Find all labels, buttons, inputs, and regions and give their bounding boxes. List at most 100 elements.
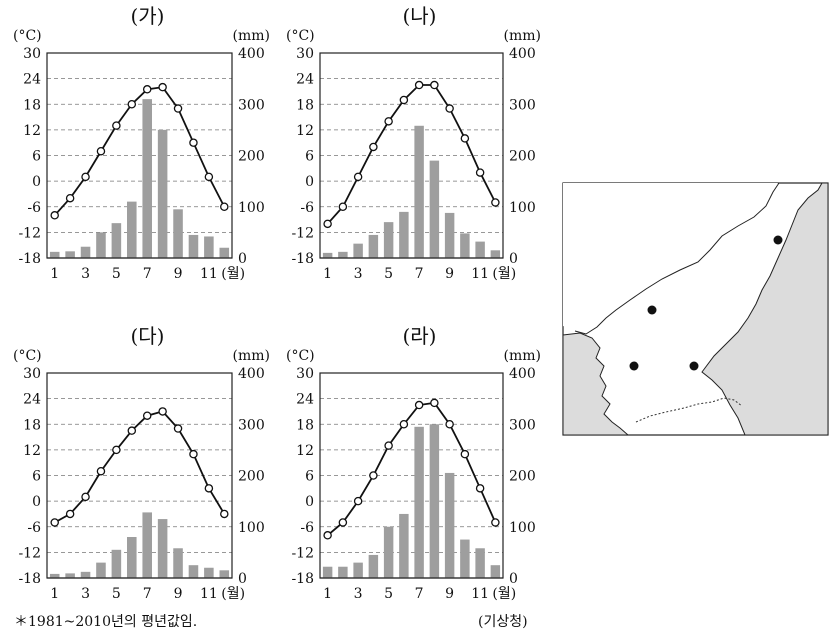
precip-bar bbox=[49, 251, 60, 258]
temp-tick-label: 6 bbox=[32, 469, 41, 485]
precip-bar bbox=[444, 472, 455, 578]
precip-bar bbox=[96, 232, 106, 258]
temp-tick-label: 24 bbox=[23, 392, 41, 408]
precip-bar bbox=[188, 234, 199, 258]
climate-chart-4: (라)(°C) (mm)3024181260-6-12-1840030020010… bbox=[286, 324, 541, 602]
temp-tick-label: 30 bbox=[296, 366, 314, 382]
precip-bar bbox=[111, 223, 122, 258]
temp-tick-label: 24 bbox=[296, 72, 314, 88]
precip-bar bbox=[65, 573, 75, 578]
month-tick-label: 11 bbox=[200, 586, 218, 602]
precip-bar bbox=[80, 571, 91, 578]
temp-point bbox=[96, 146, 106, 156]
temp-tick-label: 12 bbox=[23, 443, 41, 459]
temp-point bbox=[112, 121, 121, 130]
precip-tick-label: 0 bbox=[238, 251, 247, 267]
precip-bar bbox=[49, 573, 60, 578]
temp-unit-label: (°C) bbox=[13, 348, 42, 364]
temp-point bbox=[50, 518, 59, 527]
precip-tick-label: 0 bbox=[509, 251, 518, 267]
temp-tick-label: 18 bbox=[296, 417, 314, 433]
temp-tick-label: 6 bbox=[32, 149, 41, 165]
precip-bar bbox=[157, 519, 168, 578]
climate-chart-1: (가)(°C) (mm)3024181260-6-12-1840030020010… bbox=[13, 4, 270, 282]
climate-chart-3: (다)(°C) (mm)3024181260-6-12-1840030020010… bbox=[13, 324, 270, 602]
month-unit-label: (월) bbox=[221, 586, 245, 602]
temp-point bbox=[399, 95, 409, 105]
month-tick-label: 5 bbox=[112, 266, 121, 282]
temp-point bbox=[127, 100, 137, 109]
map-panel bbox=[562, 182, 829, 436]
month-tick-label: 7 bbox=[415, 266, 424, 282]
precip-bar bbox=[429, 424, 440, 578]
temp-tick-label: 6 bbox=[305, 469, 314, 485]
temp-tick-label: 30 bbox=[296, 46, 314, 62]
precip-bar bbox=[414, 125, 424, 259]
plot-frame bbox=[319, 52, 504, 259]
temp-tick-label: 24 bbox=[296, 392, 314, 408]
precip-bar bbox=[111, 549, 122, 578]
temp-point bbox=[430, 80, 439, 90]
map-neighbor-land-west bbox=[563, 183, 778, 334]
precip-unit-label: (mm) bbox=[504, 28, 541, 44]
month-tick-label: 7 bbox=[143, 266, 152, 282]
precip-bar bbox=[399, 513, 409, 578]
temp-tick-label: 30 bbox=[23, 46, 41, 62]
precip-bar bbox=[383, 526, 394, 578]
precip-bar bbox=[414, 426, 424, 578]
temp-point bbox=[369, 142, 378, 152]
temp-tick-label: 18 bbox=[23, 97, 41, 113]
month-unit-label: (월) bbox=[492, 266, 516, 282]
precip-bar bbox=[142, 99, 152, 258]
precip-bar bbox=[157, 129, 168, 258]
temp-line bbox=[327, 401, 497, 536]
temp-tick-label: -12 bbox=[291, 545, 314, 561]
temp-point bbox=[50, 211, 59, 220]
temp-point bbox=[189, 449, 198, 459]
month-tick-label: 11 bbox=[471, 266, 489, 282]
precip-tick-label: 300 bbox=[238, 417, 265, 433]
map-west-sea bbox=[562, 332, 630, 436]
temp-point bbox=[491, 198, 500, 207]
map-marker-north bbox=[647, 305, 657, 315]
precip-tick-label: 200 bbox=[509, 469, 536, 485]
precip-tick-label: 200 bbox=[238, 149, 265, 165]
map-northern-border bbox=[574, 182, 780, 335]
map-neighbor-land-east bbox=[701, 182, 829, 436]
month-tick-label: 5 bbox=[384, 266, 393, 282]
precip-tick-label: 300 bbox=[509, 97, 536, 113]
temp-tick-label: 30 bbox=[23, 366, 41, 382]
temp-point bbox=[158, 407, 167, 416]
temp-point bbox=[127, 426, 137, 435]
precip-bar bbox=[127, 201, 137, 258]
climate-chart-2: (나)(°C) (mm)3024181260-6-12-1840030020010… bbox=[286, 4, 541, 282]
temp-tick-label: 24 bbox=[23, 72, 41, 88]
temp-point bbox=[323, 531, 332, 540]
temp-tick-label: 18 bbox=[23, 417, 41, 433]
temp-point bbox=[81, 172, 90, 182]
month-tick-label: 11 bbox=[200, 266, 218, 282]
temp-point bbox=[445, 104, 454, 113]
chart-title: (나) bbox=[402, 4, 436, 28]
temp-point bbox=[369, 471, 378, 480]
precip-bar bbox=[368, 234, 379, 258]
temp-line bbox=[326, 84, 497, 225]
precip-unit-label: (mm) bbox=[233, 348, 270, 364]
precip-bar bbox=[127, 537, 137, 578]
precip-tick-label: 200 bbox=[238, 469, 265, 485]
temp-point bbox=[204, 172, 214, 182]
precip-tick-label: 100 bbox=[238, 200, 265, 216]
temp-point bbox=[189, 138, 198, 147]
temp-tick-label: -18 bbox=[18, 251, 41, 267]
chart-title: (다) bbox=[130, 324, 164, 348]
temp-point bbox=[173, 424, 183, 433]
precip-bar bbox=[204, 567, 214, 578]
precip-bar bbox=[65, 251, 75, 258]
chart-title: (라) bbox=[402, 324, 436, 348]
precip-bar bbox=[219, 570, 230, 578]
temp-point bbox=[445, 419, 454, 429]
precip-tick-label: 400 bbox=[509, 46, 536, 62]
temp-line bbox=[54, 86, 226, 216]
precip-bar bbox=[429, 160, 440, 258]
